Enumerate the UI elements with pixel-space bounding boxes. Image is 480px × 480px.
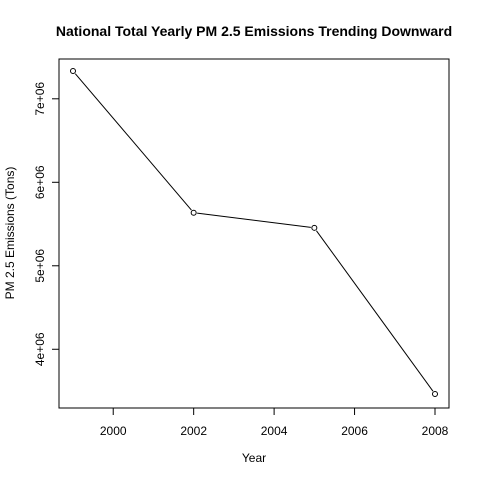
series-line-segment	[315, 230, 434, 392]
series-line-segment	[74, 73, 192, 211]
data-point	[70, 68, 76, 74]
series	[70, 68, 438, 397]
x-tick-label: 2000	[100, 424, 127, 438]
y-axis: 4e+06 5e+06 6e+06 7e+06	[33, 82, 59, 366]
x-tick-label: 2008	[422, 424, 449, 438]
data-point	[190, 209, 197, 216]
chart-title: National Total Yearly PM 2.5 Emissions T…	[56, 23, 452, 39]
x-tick-label: 2006	[341, 424, 368, 438]
x-axis: 2000 2002 2004 2006 2008	[100, 408, 449, 438]
x-tick-label: 2002	[180, 424, 207, 438]
y-tick-label: 4e+06	[33, 332, 47, 366]
x-axis-label: Year	[242, 451, 266, 465]
plot-frame	[58, 58, 450, 409]
data-point	[432, 391, 438, 397]
y-tick-label: 7e+06	[33, 82, 47, 116]
series-line-segment	[197, 212, 311, 228]
y-tick-label: 5e+06	[33, 249, 47, 283]
y-axis-label: PM 2.5 Emissions (Tons)	[3, 167, 17, 300]
data-point	[311, 224, 318, 231]
x-tick-label: 2004	[261, 424, 288, 438]
y-tick-label: 6e+06	[33, 165, 47, 199]
